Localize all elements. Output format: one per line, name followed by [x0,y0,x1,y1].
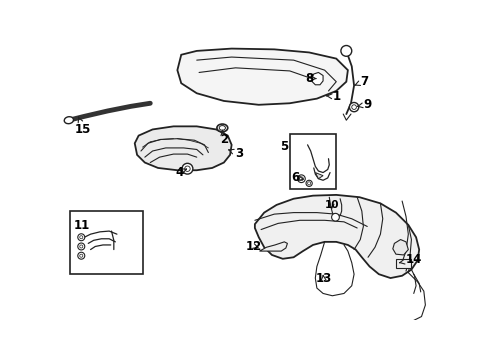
Text: 13: 13 [315,272,331,285]
Circle shape [297,175,305,183]
Text: 10: 10 [324,200,339,210]
Circle shape [78,243,84,250]
Text: 14: 14 [399,253,421,266]
Circle shape [78,234,84,241]
Circle shape [80,254,82,257]
Circle shape [331,213,339,221]
Polygon shape [311,72,323,85]
Text: 5: 5 [280,140,288,153]
Text: 7: 7 [354,75,367,88]
Circle shape [351,105,356,109]
Polygon shape [392,239,407,255]
Text: 8: 8 [305,72,316,85]
Polygon shape [259,242,287,251]
Text: 9: 9 [357,98,371,111]
Polygon shape [254,195,418,278]
Text: 3: 3 [228,147,243,160]
Circle shape [80,245,82,248]
Circle shape [78,252,84,259]
Circle shape [307,182,310,185]
Text: 2: 2 [220,130,228,146]
Circle shape [340,45,351,56]
Bar [70,211,142,274]
Circle shape [305,180,311,186]
Ellipse shape [217,124,227,132]
Polygon shape [315,172,323,179]
Text: 6: 6 [291,171,303,184]
Text: 12: 12 [245,239,261,253]
Circle shape [184,166,190,171]
Text: 15: 15 [75,117,91,135]
Text: 11: 11 [73,219,90,232]
Polygon shape [177,49,347,105]
Circle shape [80,236,82,239]
Polygon shape [135,126,231,170]
Ellipse shape [64,117,73,124]
Text: 1: 1 [326,90,340,103]
Bar [289,134,336,189]
Bar [395,259,410,268]
Circle shape [349,103,358,112]
Circle shape [182,163,192,174]
Circle shape [299,177,303,181]
Text: 4: 4 [175,166,186,179]
Ellipse shape [219,126,225,130]
